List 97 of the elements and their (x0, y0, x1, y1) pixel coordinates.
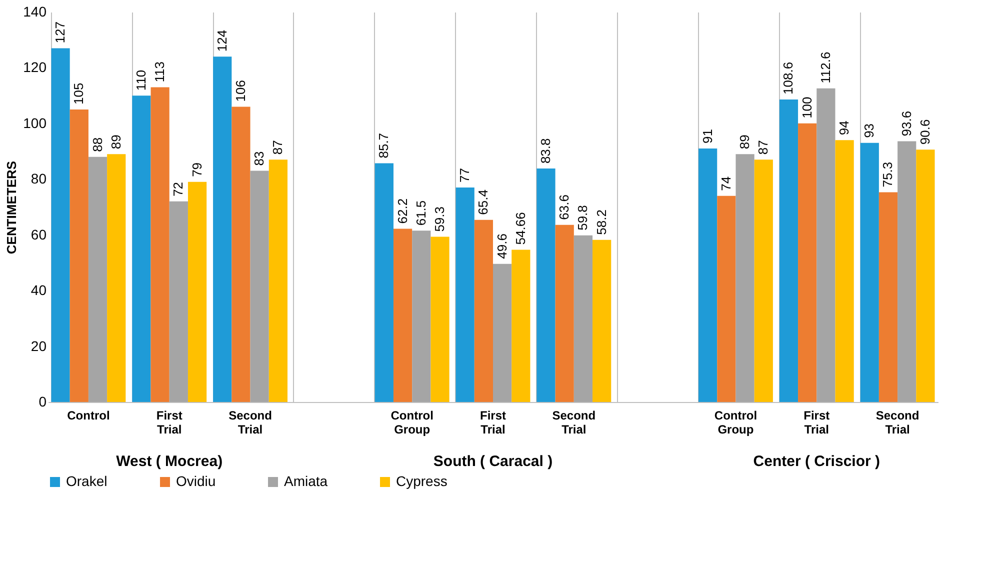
bar (878, 192, 898, 402)
data-label: 113 (152, 61, 168, 82)
bar (592, 240, 612, 402)
bar (232, 106, 250, 402)
data-label: 63.6 (556, 194, 572, 220)
bar (70, 110, 88, 402)
x-tick-label: First Trial (804, 408, 830, 436)
y-tick-label: 80 (30, 170, 47, 187)
data-label: 59.3 (432, 206, 448, 232)
data-label: 74 (718, 176, 734, 191)
data-label: 87 (756, 140, 771, 155)
bar (250, 170, 269, 402)
text: South ( Caracal ) (433, 453, 553, 470)
data-label: 65.4 (476, 190, 491, 215)
x-tick-label: Control Group (714, 408, 758, 436)
data-label: 93.6 (898, 110, 914, 136)
bar (779, 99, 798, 402)
bar (574, 235, 593, 402)
bar (132, 96, 151, 402)
x-tick-label: Control (67, 408, 110, 422)
legend-label: Cypress (396, 473, 448, 489)
data-label: 79 (189, 162, 204, 177)
legend-label: Ovidiu (176, 473, 216, 489)
bar (430, 236, 450, 402)
data-label: 124 (214, 30, 230, 52)
data-label: 72 (170, 182, 186, 196)
x-tick-label: Control Group (390, 408, 434, 436)
text: West ( Mocrea) (116, 453, 223, 470)
bar (493, 264, 512, 402)
bar (536, 168, 556, 402)
bar (150, 87, 170, 402)
data-label: 112.6 (818, 52, 833, 84)
data-label: 127 (52, 22, 68, 44)
x-tick-label: Second Trial (552, 408, 596, 436)
data-label: 61.5 (413, 200, 428, 226)
data-label: 54.66 (512, 212, 528, 245)
bar (474, 220, 493, 402)
bar (88, 156, 108, 402)
data-label: 75.3 (880, 162, 896, 188)
data-label: 77 (457, 168, 472, 182)
bar (698, 148, 718, 402)
bar (835, 140, 854, 402)
bar (456, 188, 474, 402)
y-axis-title: CENTIMETERS (4, 160, 20, 254)
x-tick-label: Second Trial (876, 408, 920, 436)
bar (51, 48, 70, 402)
data-label: 91 (700, 129, 715, 144)
data-label: 90.6 (917, 119, 932, 145)
y-tick-label: 0 (38, 394, 47, 410)
bar (374, 163, 394, 402)
data-label: 93 (862, 123, 877, 138)
bar (512, 250, 530, 402)
data-label: 108.6 (780, 62, 796, 94)
bar (169, 201, 188, 402)
bar (736, 154, 754, 402)
data-label: 88 (90, 137, 105, 152)
bar (188, 182, 207, 402)
data-label: 58.2 (594, 210, 609, 235)
data-label: 89 (737, 134, 752, 150)
bar (412, 230, 431, 402)
data-label: 100 (799, 96, 814, 118)
y-tick-label: 20 (30, 338, 47, 354)
bar (754, 160, 773, 402)
bar (213, 56, 232, 402)
bar (555, 224, 574, 402)
bar (860, 142, 879, 402)
data-label: 87 (270, 140, 286, 155)
y-tick-label: 140 (23, 4, 47, 20)
legend-label: Orakel (66, 473, 108, 489)
x-tick-label: Second Trial (228, 408, 272, 436)
data-label: 105 (71, 82, 86, 104)
text: Center ( Criscior ) (753, 453, 880, 470)
data-label: 59.8 (575, 205, 590, 230)
y-tick-label: 40 (30, 282, 47, 298)
bar (107, 154, 126, 402)
data-label: 83 (252, 151, 267, 166)
bar (268, 160, 288, 402)
data-label: 110 (133, 70, 148, 91)
bar (916, 150, 935, 402)
bar (717, 196, 736, 402)
data-label: 62.2 (394, 198, 410, 224)
bar (798, 123, 817, 402)
x-tick-label: First Trial (156, 408, 182, 436)
y-tick-label: 120 (23, 59, 47, 76)
y-tick-label: 60 (30, 226, 47, 242)
data-label: 94 (836, 120, 852, 136)
data-label: 89 (108, 134, 124, 150)
data-label: 83.8 (538, 138, 553, 164)
data-label: 49.6 (494, 234, 510, 259)
bar (816, 88, 836, 402)
legend-label: Amiata (284, 473, 328, 489)
x-tick-label: First Trial (480, 408, 506, 436)
data-label: 85.7 (376, 132, 392, 158)
bar (898, 141, 916, 402)
data-label: 106 (232, 80, 248, 102)
y-tick-label: 100 (23, 114, 47, 131)
bar (393, 228, 412, 402)
